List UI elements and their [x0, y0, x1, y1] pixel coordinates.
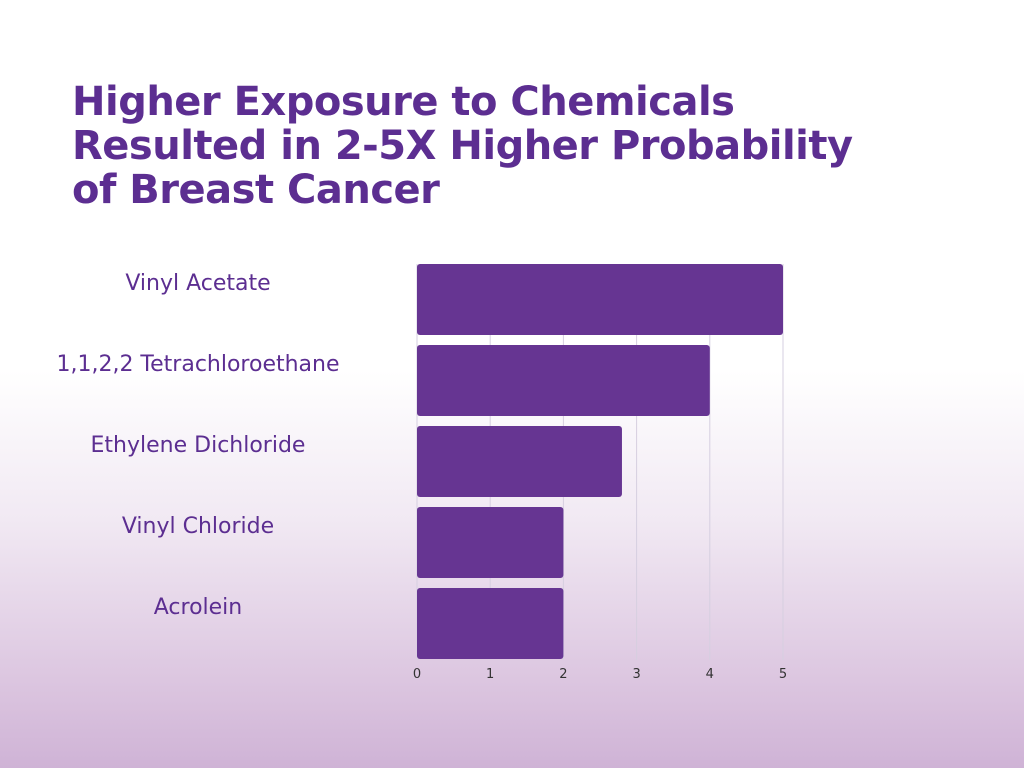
bar-3: [417, 426, 622, 497]
category-label-2: 1,1,2,2 Tetrachloroethane: [56, 352, 339, 377]
bar-4: [417, 507, 564, 578]
category-label-5: Acrolein: [154, 595, 242, 620]
bar-2: [417, 345, 710, 416]
x-tick-label-1: 1: [486, 667, 494, 682]
chart-title-line-3: of Breast Cancer: [72, 167, 440, 213]
x-tick-label-5: 5: [779, 667, 787, 682]
category-labels: Vinyl Acetate 1,1,2,2 Tetrachloroethane Et…: [56, 271, 339, 620]
chart-title-line-1: Higher Exposure to Chemicals: [72, 79, 735, 125]
x-axis-ticks: 0 1 2 3 4 5: [413, 667, 787, 682]
x-tick-label-4: 4: [706, 667, 714, 682]
category-label-3: Ethylene Dichloride: [91, 433, 306, 458]
x-tick-label-0: 0: [413, 667, 421, 682]
bar-5: [417, 588, 564, 659]
chart-title: Higher Exposure to Chemicals Resulted in…: [72, 80, 972, 212]
category-label-1: Vinyl Acetate: [125, 271, 270, 296]
x-tick-label-3: 3: [632, 667, 640, 682]
category-label-4: Vinyl Chloride: [122, 514, 274, 539]
chart-title-line-2: Resulted in 2-5X Higher Probability: [72, 123, 853, 169]
bars: [417, 264, 783, 659]
bar-1: [417, 264, 783, 335]
x-tick-label-2: 2: [559, 667, 567, 682]
